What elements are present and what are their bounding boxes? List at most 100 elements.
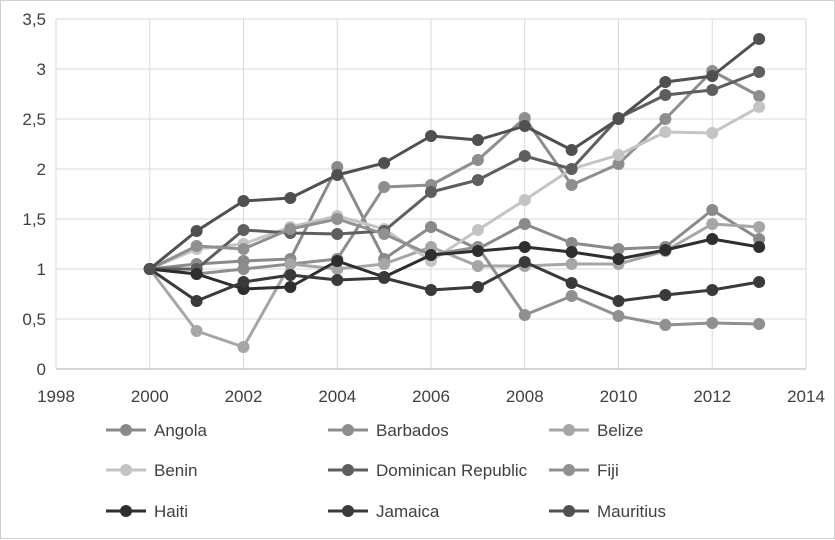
data-point	[753, 33, 766, 45]
data-point	[659, 76, 672, 88]
legend-marker	[120, 424, 132, 436]
data-point	[331, 213, 344, 225]
data-point	[378, 258, 391, 270]
data-point	[425, 186, 437, 198]
data-point	[706, 84, 719, 96]
data-point	[471, 174, 484, 186]
data-point	[378, 228, 391, 240]
legend-item-benin: Benin	[106, 461, 197, 480]
data-point	[190, 325, 203, 337]
legend-label: Haiti	[154, 502, 188, 521]
data-point	[659, 289, 672, 301]
data-point	[753, 101, 766, 113]
data-point	[612, 295, 625, 307]
data-point	[190, 295, 203, 307]
data-point	[378, 157, 391, 169]
legend-marker	[563, 424, 575, 436]
data-point	[612, 149, 625, 161]
legend-label: Barbados	[376, 421, 449, 440]
data-point	[706, 284, 719, 296]
x-tick-label: 2010	[600, 387, 638, 406]
data-point	[565, 246, 578, 258]
data-point	[518, 241, 531, 253]
data-point	[565, 258, 578, 270]
x-tick-label: 2002	[225, 387, 263, 406]
data-point	[425, 249, 437, 261]
legend: Angola Barbados Belize Benin Dominican Repub…	[106, 421, 666, 521]
legend-marker	[563, 464, 575, 476]
data-point	[471, 224, 484, 236]
data-point	[190, 225, 203, 237]
y-tick-label: 3,5	[22, 10, 46, 29]
y-tick-label: 1	[37, 260, 46, 279]
data-point	[753, 221, 766, 233]
data-point	[425, 221, 437, 233]
data-point	[518, 309, 531, 321]
data-point	[753, 90, 766, 102]
data-point	[518, 218, 531, 230]
data-point	[706, 204, 719, 216]
series-mauritius	[143, 33, 766, 275]
legend-item-angola: Angola	[106, 421, 207, 440]
legend-item-barbados: Barbados	[328, 421, 449, 440]
data-point	[753, 318, 766, 330]
data-point	[237, 243, 250, 255]
data-point	[659, 113, 672, 125]
data-point	[565, 290, 578, 302]
legend-item-fiji: Fiji	[549, 461, 619, 480]
x-tick-label: 1998	[37, 387, 75, 406]
x-tick-label: 2000	[131, 387, 169, 406]
data-point	[471, 134, 484, 146]
series-fiji	[143, 213, 766, 331]
data-point	[425, 130, 437, 142]
data-point	[331, 274, 344, 286]
data-point	[565, 277, 578, 289]
data-point	[753, 241, 766, 253]
data-point	[612, 253, 625, 265]
data-point	[284, 223, 297, 235]
series-line-jamaica	[148, 260, 760, 303]
data-point	[612, 310, 625, 322]
data-point	[378, 181, 391, 193]
data-point	[284, 269, 297, 281]
series-lines	[143, 33, 766, 353]
data-point	[612, 113, 625, 125]
data-point	[706, 70, 719, 82]
series-jamaica	[143, 256, 766, 307]
series-line-dominican-republic	[149, 70, 760, 271]
x-tick-label: 2008	[506, 387, 544, 406]
y-tick-label: 2	[37, 160, 46, 179]
axes: 0 0,5 1 1,5 2 2,5 3 3,5 1998 2000 2002 2004 2006 2008…	[22, 10, 825, 406]
legend-item-mauritius: Mauritius	[549, 502, 666, 521]
legend-marker	[342, 505, 354, 517]
data-point	[706, 127, 719, 139]
series-line-benin	[149, 105, 760, 271]
legend-item-belize: Belize	[549, 421, 643, 440]
legend-label: Benin	[154, 461, 197, 480]
data-point	[612, 158, 625, 170]
data-point	[237, 195, 250, 207]
data-point	[753, 66, 766, 78]
data-point	[659, 244, 672, 256]
data-point	[518, 256, 531, 268]
data-point	[331, 169, 344, 181]
data-point	[518, 120, 531, 132]
series-line-belize	[148, 222, 760, 349]
series-line-fiji	[149, 217, 760, 327]
data-point	[471, 154, 484, 166]
data-point	[190, 268, 203, 280]
legend-item-dominican-republic: Dominican Republic	[328, 461, 528, 480]
series-line-haiti	[149, 237, 760, 291]
x-tick-label: 2006	[412, 387, 450, 406]
legend-marker	[342, 464, 354, 476]
data-point	[190, 240, 203, 252]
data-point	[565, 237, 578, 249]
series-line-barbados	[149, 69, 760, 276]
y-tick-label: 3	[37, 60, 46, 79]
data-point	[378, 272, 391, 284]
data-point	[706, 233, 719, 245]
data-point	[425, 284, 437, 296]
x-tick-label: 2004	[318, 387, 356, 406]
legend-label: Belize	[597, 421, 643, 440]
